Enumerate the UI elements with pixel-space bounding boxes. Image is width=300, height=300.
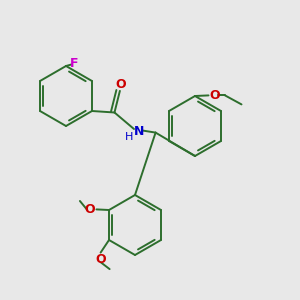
- Text: O: O: [115, 78, 126, 91]
- Text: O: O: [95, 253, 106, 266]
- Text: N: N: [134, 125, 145, 138]
- Text: H: H: [125, 132, 134, 142]
- Text: O: O: [210, 89, 220, 102]
- Text: F: F: [70, 57, 79, 70]
- Text: O: O: [85, 203, 95, 216]
